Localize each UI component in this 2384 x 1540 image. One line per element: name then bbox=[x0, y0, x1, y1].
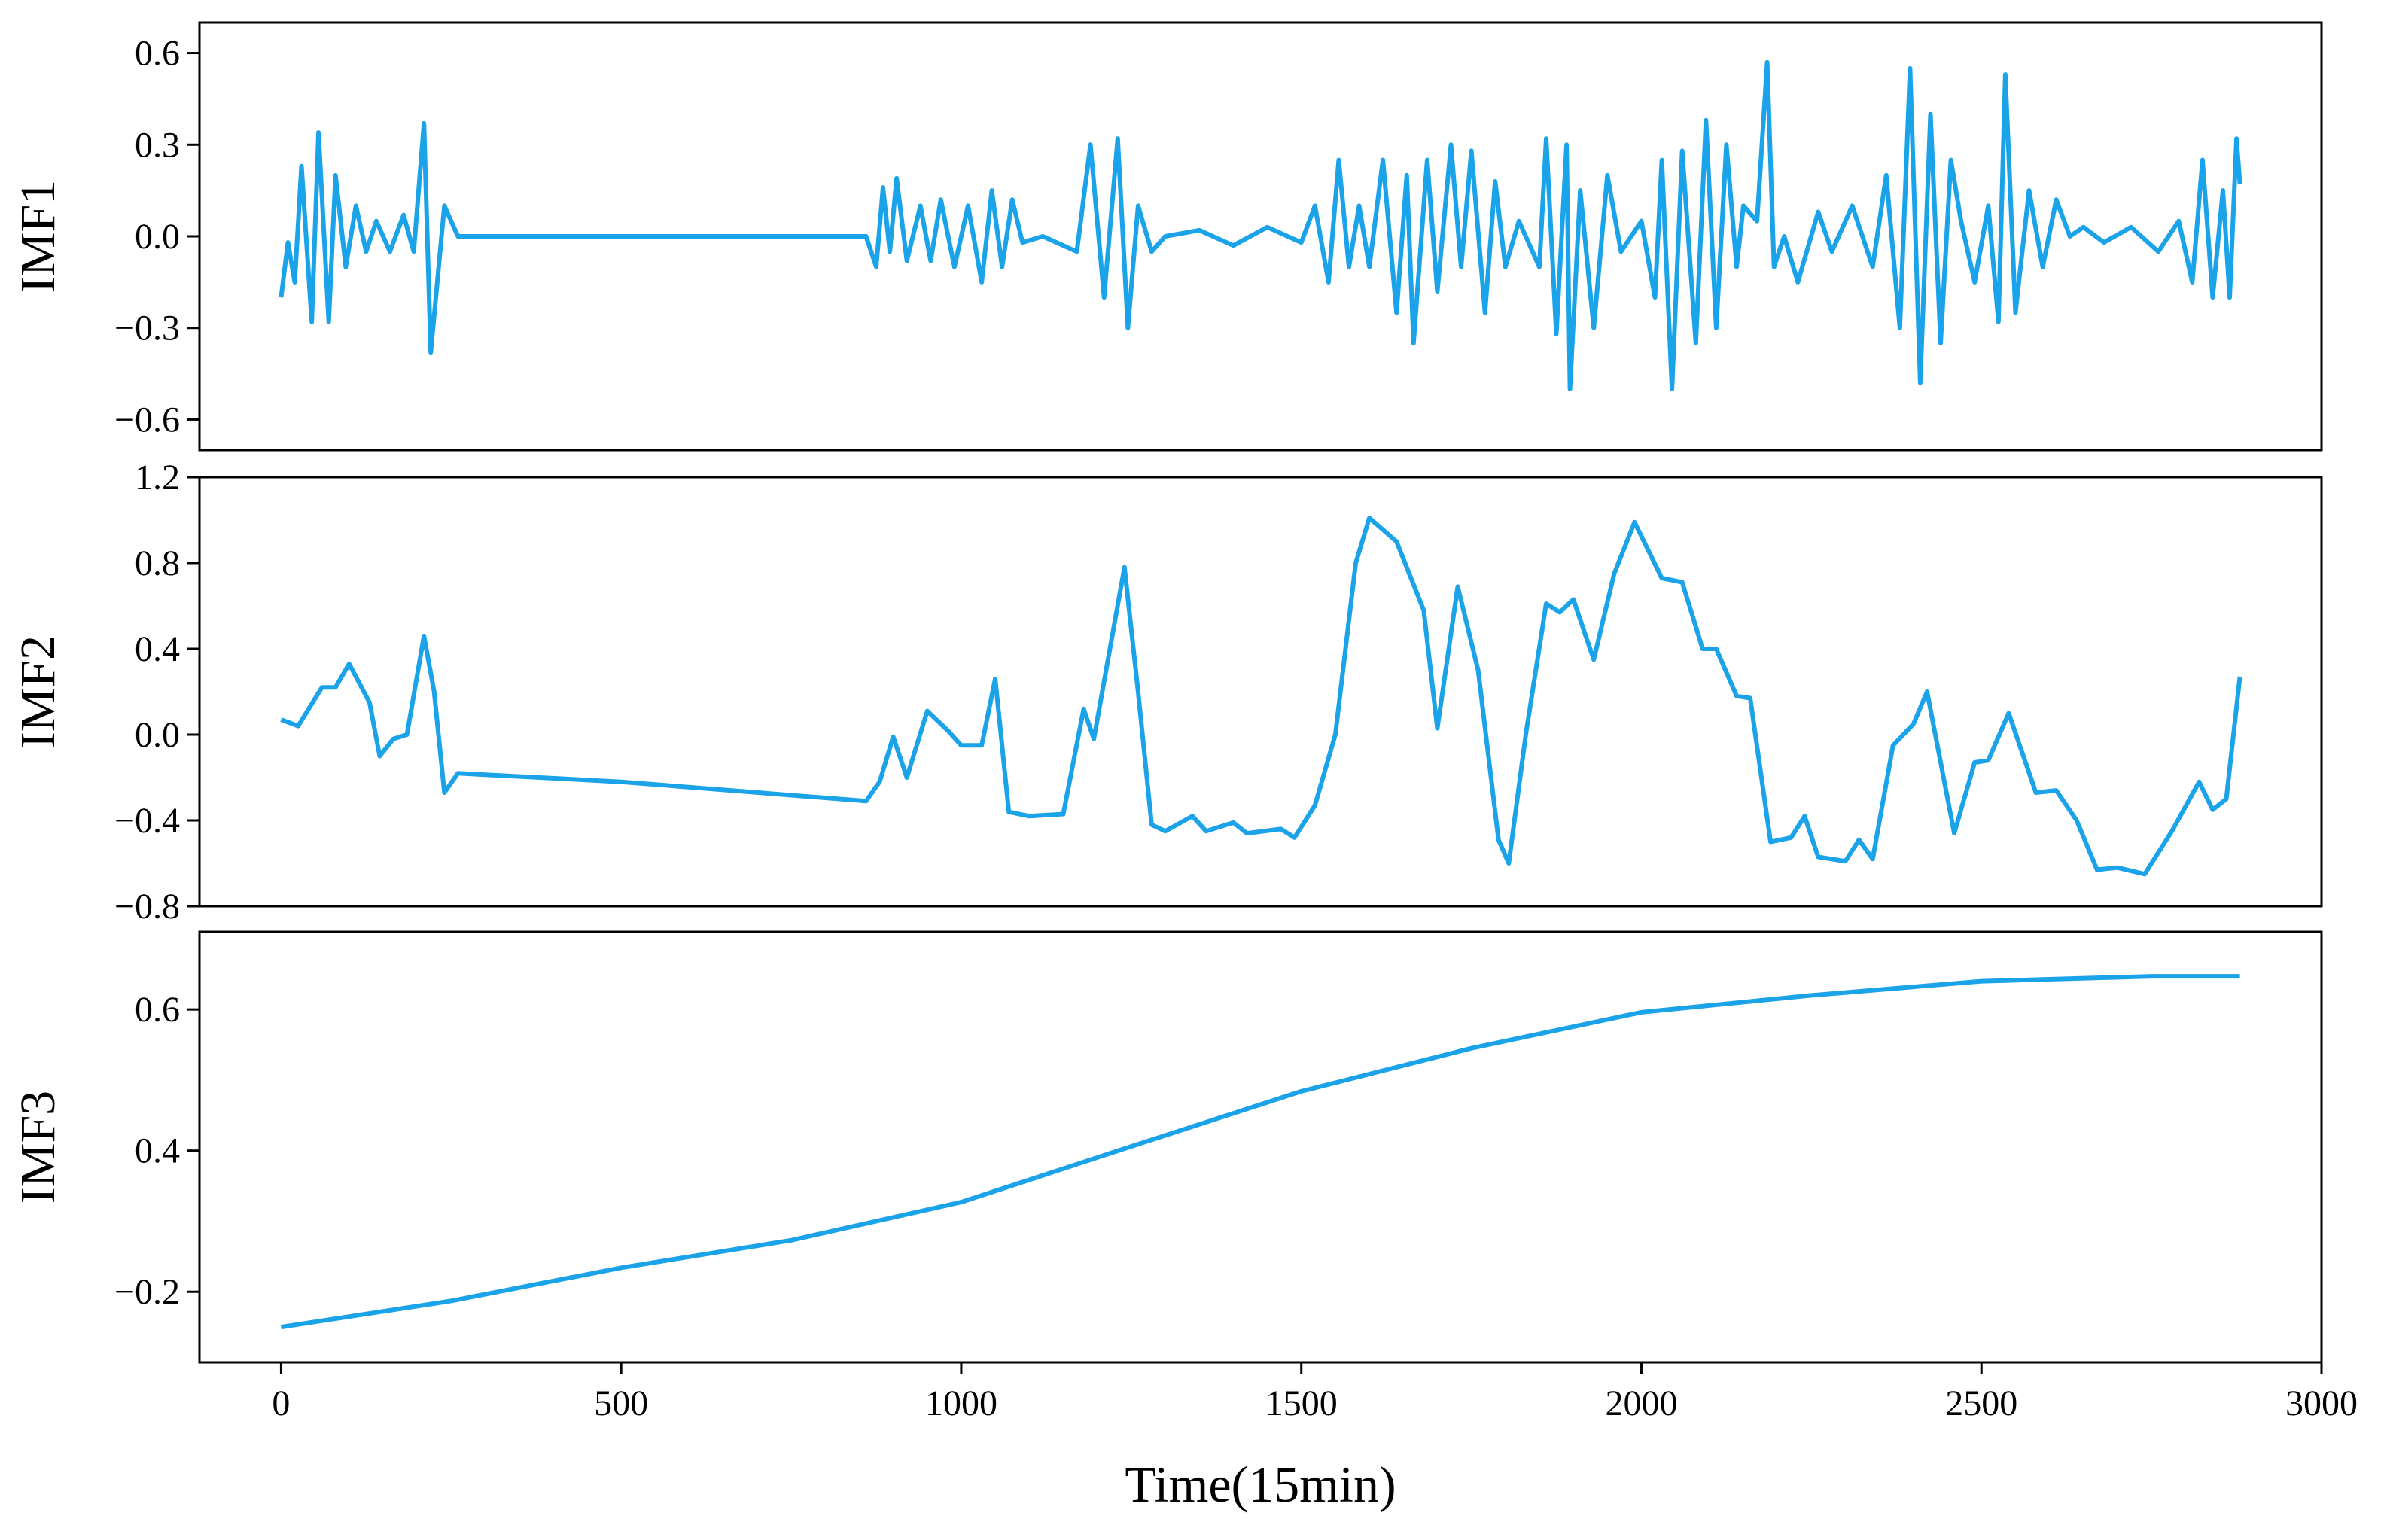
x-axis-label: Time(15min) bbox=[1125, 1456, 1396, 1513]
y-tick-label: 0.6 bbox=[135, 990, 180, 1030]
x-tick-label: 1000 bbox=[925, 1383, 997, 1423]
y-tick-label: 0.8 bbox=[135, 543, 180, 583]
y-tick-label: −0.4 bbox=[114, 801, 180, 841]
x-tick-label: 500 bbox=[594, 1383, 648, 1423]
y-tick-label: 0.0 bbox=[135, 217, 180, 257]
line-series bbox=[280, 974, 2240, 1330]
y-axis-label: IMF3 bbox=[11, 1091, 65, 1204]
x-tick-label: 2000 bbox=[1605, 1383, 1677, 1423]
x-tick-label: 1500 bbox=[1265, 1383, 1338, 1423]
y-axis-label: IMF1 bbox=[11, 180, 65, 293]
x-tick-label: 0 bbox=[272, 1383, 290, 1423]
plot-frame bbox=[198, 476, 2323, 908]
plot-frame bbox=[198, 930, 2323, 1364]
y-tick-label: −0.6 bbox=[114, 400, 180, 440]
y-tick-label: −0.3 bbox=[114, 309, 180, 348]
y-tick-label: 1.2 bbox=[135, 458, 180, 498]
y-tick-label: 0.4 bbox=[135, 629, 180, 669]
y-tick-label: −0.2 bbox=[114, 1272, 180, 1312]
y-axis-label: IMF2 bbox=[11, 635, 65, 748]
y-tick-label: −0.8 bbox=[114, 887, 180, 927]
y-tick-label: 0.3 bbox=[135, 125, 180, 165]
line-series bbox=[280, 516, 2242, 877]
line-series bbox=[279, 59, 2242, 391]
y-tick-label: 0.6 bbox=[135, 34, 180, 74]
y-tick-label: 0.0 bbox=[135, 715, 180, 755]
x-tick-label: 3000 bbox=[2285, 1383, 2358, 1423]
x-tick-label: 2500 bbox=[1945, 1383, 2017, 1423]
y-tick-label: 0.4 bbox=[135, 1131, 180, 1171]
